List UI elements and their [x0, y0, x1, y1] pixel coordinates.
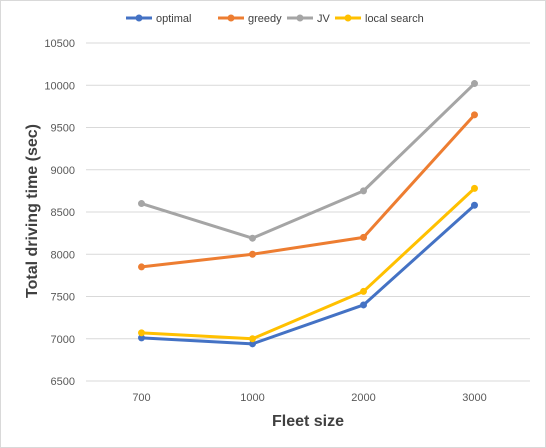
legend-marker: [296, 14, 304, 22]
data-point: [249, 234, 256, 242]
data-point: [138, 329, 145, 337]
data-point: [138, 200, 145, 208]
data-point: [471, 111, 478, 119]
x-tick-label: 2000: [351, 392, 375, 404]
x-tick-label: 1000: [240, 392, 264, 404]
y-tick-label: 8000: [51, 249, 75, 261]
legend-marker: [135, 14, 143, 22]
data-point: [360, 287, 367, 295]
data-point: [249, 340, 256, 348]
y-tick-label: 8500: [51, 207, 75, 219]
x-tick-label: 3000: [462, 392, 486, 404]
legend-marker: [227, 14, 235, 22]
series-line-optimal: [140, 203, 476, 346]
y-tick-label: 9000: [51, 165, 75, 177]
series-lines: [138, 80, 478, 348]
legend-label: optimal: [156, 13, 191, 25]
y-tick-label: 7000: [51, 334, 75, 346]
data-point: [249, 250, 256, 258]
y-tick-label: 9500: [51, 123, 75, 135]
legend-marker: [344, 14, 352, 22]
legend-label: local search: [365, 13, 424, 25]
y-tick-labels: 6500 7000 7500 8000 8500 9000 9500 10000 10500: [44, 38, 75, 388]
data-point: [471, 184, 478, 192]
legend-label: JV: [317, 13, 331, 25]
data-point: [138, 263, 145, 271]
series-line-greedy: [140, 113, 476, 269]
y-tick-label: 6500: [51, 376, 75, 388]
x-tick-label: 700: [132, 392, 150, 404]
y-axis-title: Total driving time (sec): [24, 124, 41, 298]
y-tick-label: 10000: [44, 80, 75, 92]
series-line-local-search: [140, 186, 476, 341]
series-line-jv: [140, 82, 476, 240]
legend: optimal greedy JV local search: [126, 13, 424, 25]
data-point: [249, 335, 256, 343]
x-axis-title: Fleet size: [272, 413, 344, 430]
data-point: [360, 233, 367, 241]
data-point: [471, 201, 478, 209]
y-tick-label: 7500: [51, 292, 75, 304]
data-point: [360, 301, 367, 309]
x-tick-labels: 700 1000 2000 3000: [132, 392, 486, 404]
data-point: [471, 80, 478, 88]
y-tick-label: 10500: [44, 38, 75, 50]
legend-label: greedy: [248, 13, 282, 25]
data-point: [360, 187, 367, 195]
data-point: [138, 334, 145, 342]
